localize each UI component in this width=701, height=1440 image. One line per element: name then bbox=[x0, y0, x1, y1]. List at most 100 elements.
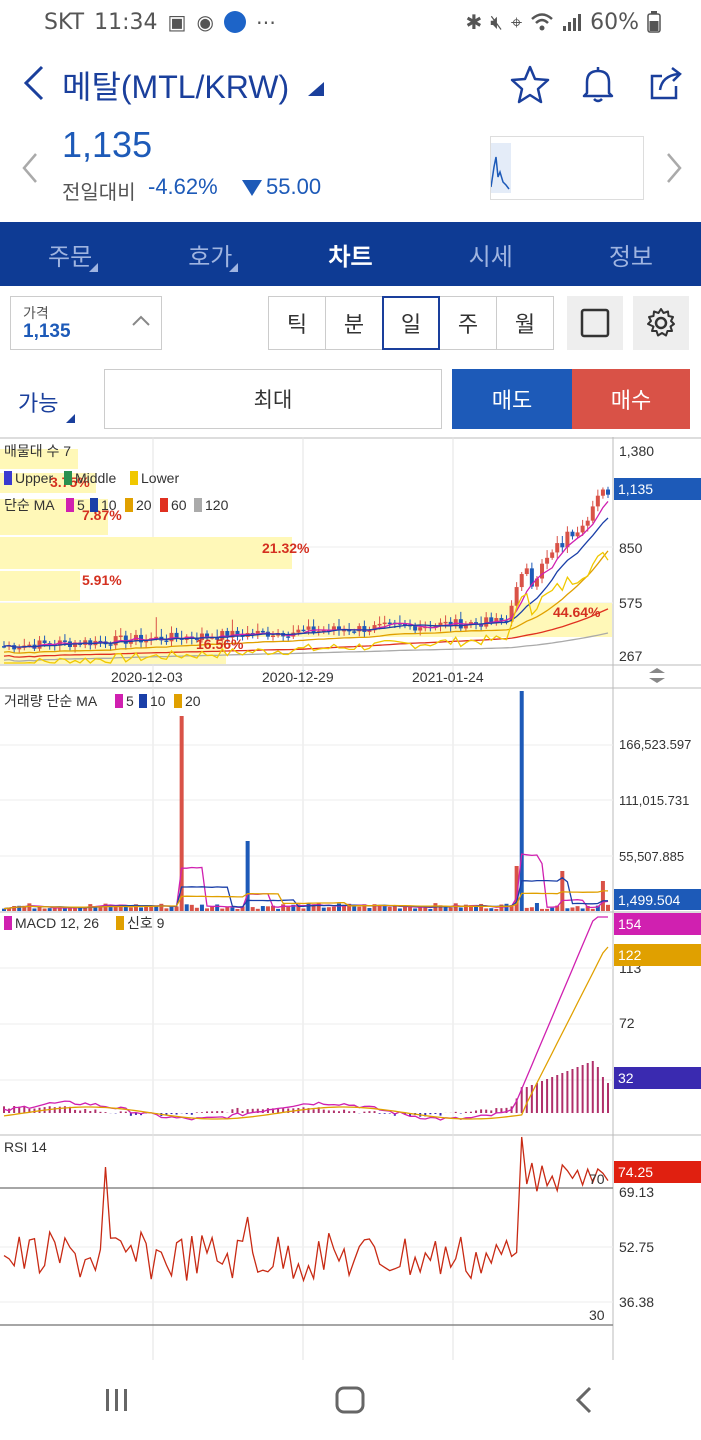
share-button[interactable] bbox=[644, 62, 688, 106]
price-ma-line bbox=[3, 550, 609, 654]
rsi-level: 70 bbox=[589, 1171, 605, 1187]
macd-hist-bar bbox=[99, 1111, 102, 1113]
tab-info[interactable]: 정보 bbox=[561, 222, 701, 286]
signal-tag bbox=[614, 944, 701, 966]
chart-area[interactable]: 3.75% 7.87% 21.32% 5.91% 44.64% 16.56% 매… bbox=[0, 437, 701, 1360]
volume-bar bbox=[402, 906, 407, 911]
period-month-button[interactable]: 월 bbox=[496, 296, 554, 350]
more-icon: ⋯ bbox=[255, 10, 276, 34]
settings-button[interactable] bbox=[633, 296, 689, 350]
macd-hist-bar bbox=[561, 1073, 564, 1113]
macd-hist-bar bbox=[307, 1108, 310, 1113]
volume-bar bbox=[306, 903, 311, 911]
volume-bar bbox=[357, 906, 362, 911]
main-tabs: 주문 호가 차트 시세 정보 bbox=[0, 222, 701, 286]
title-dropdown-icon[interactable] bbox=[308, 82, 324, 96]
tab-order[interactable]: 주문 bbox=[0, 222, 140, 286]
candle-body bbox=[372, 625, 377, 631]
bb-lower-label: Lower bbox=[141, 470, 179, 486]
candle-body bbox=[73, 642, 78, 647]
dot-icon: ◉ bbox=[196, 10, 214, 34]
home-button[interactable] bbox=[320, 1375, 380, 1425]
period-tick-button[interactable]: 틱 bbox=[268, 296, 326, 350]
gear-icon bbox=[647, 308, 675, 337]
resize-handle-icon[interactable] bbox=[649, 668, 665, 683]
macd-hist-bar bbox=[337, 1111, 340, 1113]
candle-body bbox=[357, 626, 362, 632]
macd-hist-bar bbox=[505, 1107, 508, 1113]
max-amount-button[interactable]: 최대 bbox=[104, 369, 442, 429]
candle-body bbox=[362, 626, 367, 632]
price-selector[interactable]: 가격 1,135 bbox=[10, 296, 162, 350]
chart-svg[interactable]: 3.75% 7.87% 21.32% 5.91% 44.64% 16.56% 매… bbox=[0, 437, 701, 1360]
y-tick: 166,523.597 bbox=[619, 737, 691, 752]
candle-body bbox=[342, 629, 347, 632]
macd-title: MACD 12, 26 bbox=[15, 915, 99, 931]
macd-hist-bar bbox=[246, 1109, 249, 1113]
battery-icon bbox=[647, 11, 661, 33]
page-title[interactable]: 메탈(MTL/KRW) bbox=[62, 69, 290, 105]
candle-body bbox=[595, 495, 600, 507]
recents-button[interactable] bbox=[87, 1375, 147, 1425]
volume-bar bbox=[108, 904, 113, 911]
macd-hist-bar bbox=[104, 1112, 107, 1113]
volume-bar bbox=[514, 866, 519, 911]
macd-hist-bar bbox=[520, 1087, 523, 1113]
volume-bar bbox=[67, 907, 72, 911]
legend-swatch bbox=[160, 498, 168, 512]
macd-hist-bar bbox=[190, 1113, 193, 1115]
ma-period-label: 20 bbox=[136, 497, 152, 513]
legend-swatch bbox=[90, 498, 98, 512]
alert-button[interactable] bbox=[576, 62, 620, 106]
bell-icon bbox=[582, 67, 614, 103]
period-day-button[interactable]: 일 bbox=[382, 296, 440, 350]
fullscreen-button[interactable] bbox=[567, 296, 623, 350]
wifi-icon bbox=[531, 13, 553, 31]
candle-body bbox=[108, 644, 113, 646]
chevron-up-icon bbox=[132, 315, 150, 326]
volume-tag bbox=[614, 889, 701, 910]
volume-bar bbox=[62, 908, 67, 911]
tab-market[interactable]: 시세 bbox=[421, 222, 561, 286]
candle-body bbox=[17, 647, 22, 650]
macd-hist-bar bbox=[490, 1110, 493, 1113]
buy-button[interactable]: 매수 bbox=[572, 369, 690, 429]
status-bar: SKT 11:34 ▣ ◉ ⋯ ✱ 🔇︎ ⌖ 60% bbox=[0, 0, 701, 44]
volume-bar bbox=[144, 905, 149, 911]
macd-hist-bar bbox=[165, 1113, 168, 1116]
prev-coin-button[interactable] bbox=[20, 150, 40, 195]
next-coin-button[interactable] bbox=[664, 150, 684, 195]
tab-chart[interactable]: 차트 bbox=[280, 222, 420, 286]
macd-hist-bar bbox=[53, 1107, 56, 1113]
volume-bar bbox=[189, 904, 194, 911]
legend-swatch bbox=[4, 916, 12, 930]
ma-legend-title: 단순 MA bbox=[4, 497, 55, 513]
macd-hist-bar bbox=[327, 1110, 330, 1113]
volume-bar bbox=[392, 905, 397, 911]
volume-bar bbox=[250, 907, 255, 911]
period-minute-button[interactable]: 분 bbox=[325, 296, 383, 350]
candle-body bbox=[489, 617, 494, 623]
candle-body bbox=[154, 636, 159, 639]
volume-bar bbox=[205, 908, 210, 911]
candle-body bbox=[128, 640, 133, 644]
period-week-button[interactable]: 주 bbox=[439, 296, 497, 350]
candle-body bbox=[347, 629, 352, 632]
volume-bar bbox=[489, 908, 494, 911]
favorite-button[interactable] bbox=[508, 62, 552, 106]
chevron-left-icon bbox=[22, 153, 37, 183]
volume-ma-line bbox=[3, 890, 608, 910]
tab-orderbook[interactable]: 호가 bbox=[140, 222, 280, 286]
vp-label: 5.91% bbox=[82, 572, 122, 588]
app-badge-icon bbox=[223, 11, 246, 33]
mini-chart[interactable] bbox=[490, 136, 644, 200]
available-selector[interactable]: 가능 bbox=[18, 392, 59, 417]
back-button[interactable] bbox=[14, 58, 54, 108]
candle-body bbox=[139, 634, 144, 643]
candle-body bbox=[585, 520, 590, 526]
candle-body bbox=[600, 489, 605, 496]
volume-bar bbox=[240, 906, 245, 911]
image-icon: ▣ bbox=[167, 10, 187, 34]
sell-button[interactable]: 매도 bbox=[452, 369, 572, 429]
back-nav-button[interactable] bbox=[554, 1375, 614, 1425]
